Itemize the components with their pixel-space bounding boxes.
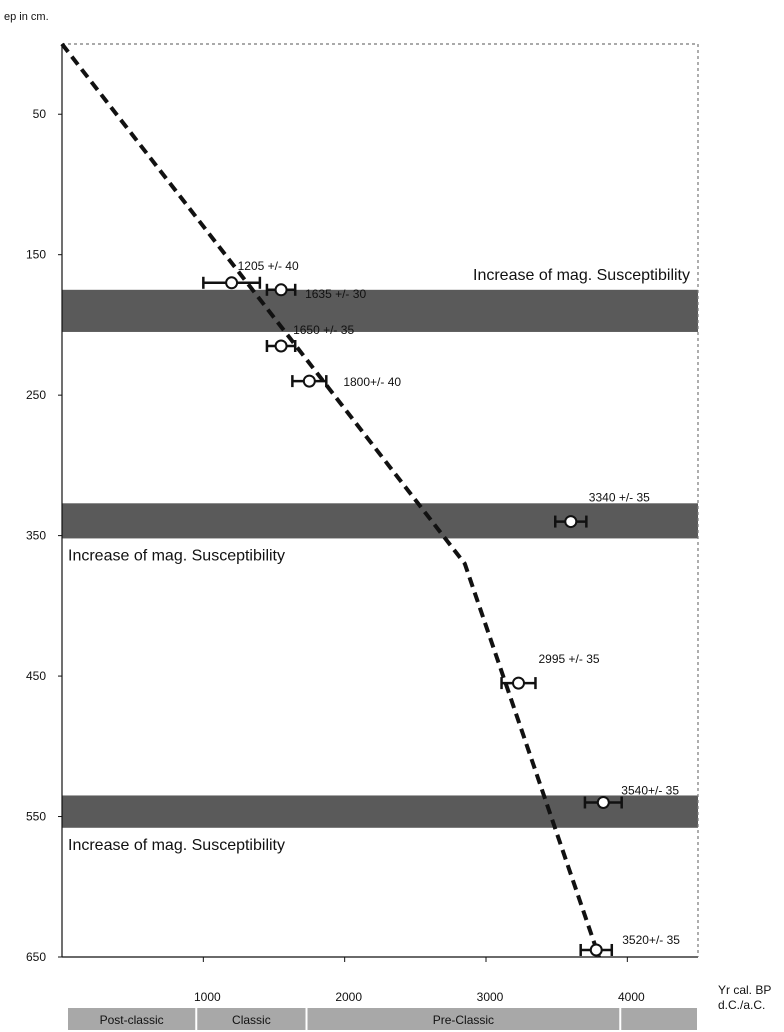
date-label: 1800+/- 40: [343, 375, 401, 389]
y-tick-label: 550: [26, 810, 46, 824]
x-axis-title-line-1: Yr cal. BP: [718, 983, 771, 997]
date-label: 2995 +/- 35: [539, 652, 600, 666]
band-label: Increase of mag. Susceptibility: [473, 267, 690, 284]
date-label: 3520+/- 35: [622, 933, 680, 947]
y-tick-label: 350: [26, 529, 46, 543]
period-label: Classic: [232, 1013, 271, 1027]
x-tick-label: 1000: [194, 990, 221, 1004]
susceptibility-band: [62, 503, 698, 539]
period-segment: [621, 1008, 697, 1030]
date-point: [225, 276, 239, 290]
date-label: 1635 +/- 30: [305, 287, 366, 301]
x-tick-label: 4000: [618, 990, 645, 1004]
date-point: [564, 515, 578, 529]
y-tick-label: 50: [33, 107, 47, 121]
y-tick-label: 450: [26, 669, 46, 683]
y-tick-label: 650: [26, 950, 46, 964]
age-model-line: [60, 42, 601, 958]
bands-layer: Increase of mag. Susceptibility Increase …: [62, 267, 698, 854]
y-axis-title: ep in cm.: [4, 11, 49, 23]
period-segment: [197, 1008, 306, 1030]
susceptibility-band: [62, 795, 698, 828]
y-tick-label: 250: [26, 388, 46, 402]
date-point: [512, 676, 526, 690]
ticks-layer: 50 150 250 350 450 550 650 1000 2000 3000 4000: [26, 107, 645, 1004]
period-segment: [307, 1008, 620, 1030]
period-label: Pre-Classic: [433, 1013, 494, 1027]
date-point: [274, 283, 288, 297]
susceptibility-band: [62, 289, 698, 332]
date-point: [596, 795, 610, 809]
date-label: 3540+/- 35: [621, 783, 679, 797]
date-label: 3340 +/- 35: [589, 491, 650, 505]
band-label: Increase of mag. Susceptibility: [68, 837, 285, 854]
period-segment: [68, 1008, 196, 1030]
x-tick-label: 2000: [335, 990, 362, 1004]
period-layer: Post-classic Classic Pre-Classic: [68, 1008, 697, 1030]
band-label: Increase of mag. Susceptibility: [68, 547, 285, 564]
date-point: [302, 374, 316, 388]
points-layer: 1205 +/- 40 1635 +/- 30 1650 +/- 35 1800+/-…: [202, 259, 680, 957]
period-label: Post-classic: [100, 1013, 164, 1027]
line-layer: [60, 42, 601, 958]
date-label: 1650 +/- 35: [293, 323, 354, 337]
date-point: [589, 943, 603, 957]
date-label: 1205 +/- 40: [238, 259, 299, 273]
y-tick-label: 150: [26, 248, 46, 262]
x-tick-label: 3000: [477, 990, 504, 1004]
x-axis-title-line-2: d.C./a.C.: [718, 998, 765, 1012]
date-point: [274, 339, 288, 353]
